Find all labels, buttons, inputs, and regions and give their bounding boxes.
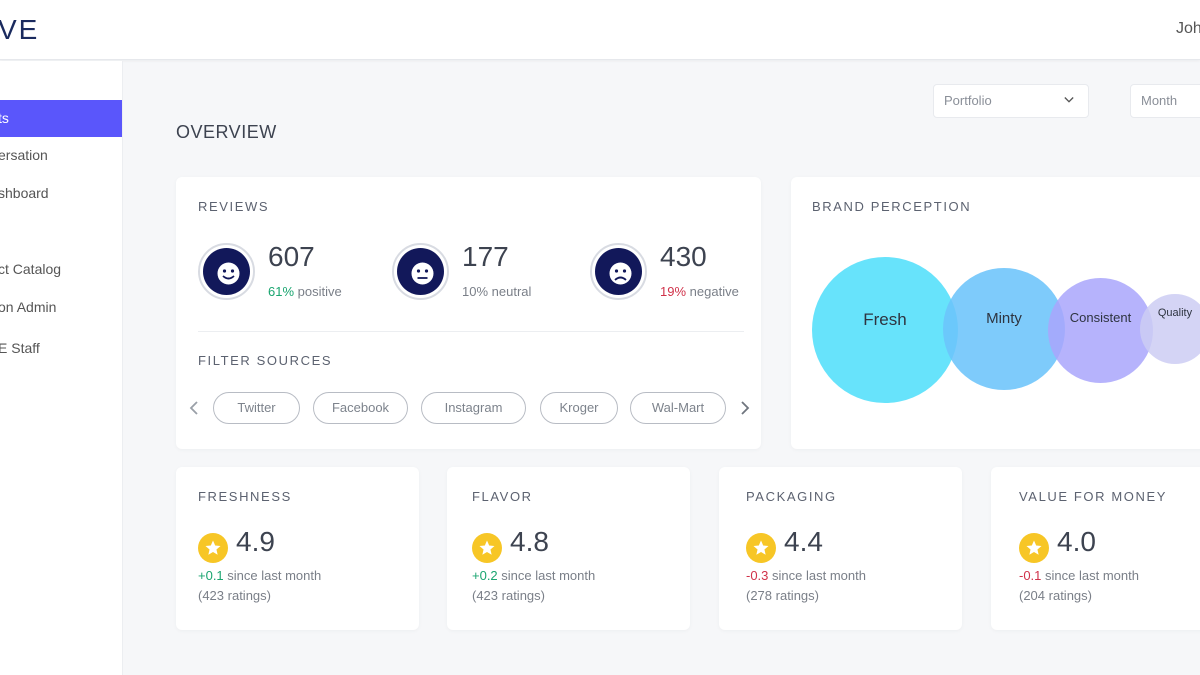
divider [198, 331, 744, 332]
metric-change: -0.1 since last month [1019, 568, 1139, 583]
metric-value: 4.9 [236, 526, 275, 557]
metric-change: +0.2 since last month [472, 568, 596, 583]
positive-count: 607 [268, 241, 315, 272]
positive-summary: 61% positive [268, 284, 342, 299]
sidebar-item-insights[interactable]: ts [0, 100, 122, 137]
brand-perception-title: BRAND PERCEPTION [812, 199, 972, 214]
star-icon [746, 533, 776, 563]
neutral-summary: 10% neutral [462, 284, 532, 299]
metric-ratings: (204 ratings) [1019, 588, 1092, 603]
metric-value: 4.0 [1057, 526, 1096, 557]
page-title: OVERVIEW [176, 122, 277, 142]
metric-title: FRESHNESS [198, 489, 292, 504]
user-menu[interactable]: Joh [1176, 20, 1200, 37]
metric-value: 4.8 [510, 526, 549, 557]
sidebar-item-staff[interactable]: E Staff [0, 340, 40, 356]
source-chip-instagram[interactable]: Instagram [421, 392, 526, 424]
metric-ratings: (278 ratings) [746, 588, 819, 603]
bubble-consistent-label: Consistent [1069, 310, 1132, 325]
bubble-minty[interactable] [943, 268, 1065, 390]
portfolio-select[interactable]: Portfolio [933, 84, 1089, 118]
metric-title: VALUE FOR MONEY [1019, 489, 1168, 504]
bubble-consistent[interactable] [1048, 278, 1153, 383]
chevron-left-icon[interactable] [188, 398, 200, 418]
bubble-quality-label: Quality [1157, 307, 1193, 319]
filter-sources-title: FILTER SOURCES [198, 353, 333, 368]
bubble-fresh-label: Fresh [863, 310, 907, 329]
metric-title: FLAVOR [472, 489, 533, 504]
negative-summary: 19% negative [660, 284, 739, 299]
source-chip-kroger[interactable]: Kroger [540, 392, 618, 424]
app-logo[interactable]: VE [0, 14, 40, 45]
chevron-down-icon [1064, 97, 1074, 103]
bubble-fresh[interactable] [812, 257, 958, 403]
sad-face-icon [590, 243, 647, 300]
sidebar-item-admin[interactable]: on Admin [0, 299, 57, 315]
metric-value: 4.4 [784, 526, 823, 557]
sidebar-item-product-catalog[interactable]: ct Catalog [0, 261, 62, 277]
portfolio-select-value: Portfolio [944, 93, 992, 108]
bubble-quality[interactable] [1140, 294, 1200, 364]
metric-change: +0.1 since last month [198, 568, 322, 583]
star-icon [198, 533, 228, 563]
top-bar: VE Joh [0, 0, 1200, 60]
sidebar-item-conversation[interactable]: ersation [0, 147, 48, 163]
period-select-value: Month [1141, 93, 1178, 108]
source-chip-twitter[interactable]: Twitter [213, 392, 300, 424]
metric-ratings: (423 ratings) [198, 588, 271, 603]
sidebar: ts ersation shboard ct Catalog on Admin … [0, 61, 123, 675]
sidebar-item-dashboard[interactable]: shboard [0, 185, 49, 201]
metric-title: PACKAGING [746, 489, 837, 504]
source-chip-facebook[interactable]: Facebook [313, 392, 408, 424]
neutral-face-icon [392, 243, 449, 300]
chevron-right-icon[interactable] [739, 398, 751, 418]
source-chip-walmart[interactable]: Wal-Mart [630, 392, 726, 424]
negative-count: 430 [660, 241, 707, 272]
metric-ratings: (423 ratings) [472, 588, 545, 603]
bubble-minty-label: Minty [986, 310, 1022, 327]
period-select[interactable]: Month [1130, 84, 1200, 118]
star-icon [472, 533, 502, 563]
star-icon [1019, 533, 1049, 563]
metric-change: -0.3 since last month [746, 568, 866, 583]
neutral-count: 177 [462, 241, 509, 272]
reviews-title: REVIEWS [198, 199, 270, 214]
smile-face-icon [198, 243, 255, 300]
